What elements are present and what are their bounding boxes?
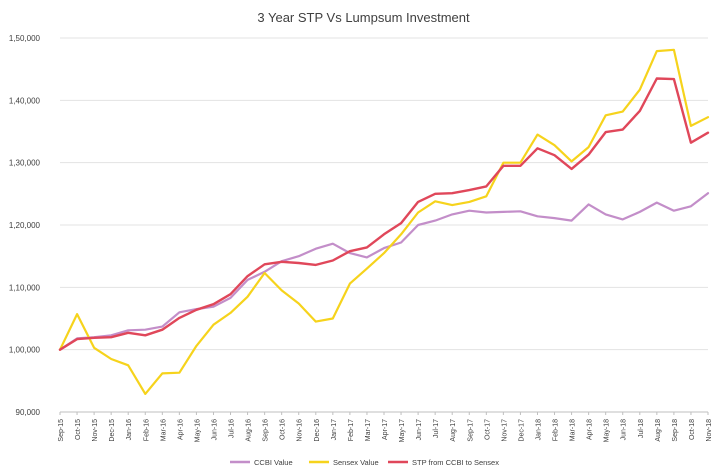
legend-label: CCBI Value [254, 458, 293, 467]
x-tick-label: Dec-16 [314, 419, 321, 442]
x-tick-label: Nov-16 [297, 419, 304, 442]
y-tick-label: 90,000 [16, 408, 41, 417]
x-tick-label: Sep-17 [467, 419, 474, 442]
x-tick-label: Oct-17 [484, 419, 491, 440]
x-tick-label: Jan-16 [126, 419, 133, 441]
x-tick-label: Nov-18 [706, 419, 713, 442]
x-tick-label: Jul-17 [433, 419, 440, 438]
x-tick-label: Mar-18 [570, 419, 577, 441]
x-tick-label: Sep-18 [672, 419, 679, 442]
x-tick-label: Oct-16 [280, 419, 287, 440]
x-tick-label: Apr-18 [587, 419, 594, 440]
x-tick-label: Jan-17 [331, 419, 338, 441]
x-tick-label: Feb-17 [348, 419, 355, 441]
x-tick-label: Jun-17 [416, 419, 423, 441]
x-tick-label: Aug-17 [450, 419, 457, 442]
legend: CCBI Value Sensex Value STP from CCBI to S… [230, 458, 499, 467]
series-line-ccbi-value [58, 192, 710, 351]
x-tick-label: Mar-17 [365, 419, 372, 441]
chart-title: 3 Year STP Vs Lumpsum Investment [257, 10, 470, 25]
y-tick-label: 1,10,000 [9, 283, 41, 292]
x-tick-label: Jan-18 [535, 419, 542, 441]
x-tick-label: Oct-18 [689, 419, 696, 440]
x-tick-label: May-16 [194, 419, 201, 442]
x-tick-label: Jul-18 [638, 419, 645, 438]
gridlines [60, 37, 708, 351]
x-tick-label: Nov-15 [92, 419, 99, 442]
y-axis-ticks: 90,000 1,00,000 1,10,000 1,20,000 1,30,000 1,… [9, 34, 41, 417]
series-line-sensex-value [58, 48, 710, 395]
x-tick-label: Jun-16 [211, 419, 218, 441]
x-tick-label: Feb-18 [553, 419, 560, 441]
x-tick-label: Jun-18 [621, 419, 628, 441]
x-tick-label: Feb-16 [143, 419, 150, 441]
y-tick-label: 1,40,000 [9, 96, 41, 105]
x-tick-label: Apr-17 [382, 419, 389, 440]
series-line-stp-from-ccbi-to-sensex [58, 77, 710, 351]
legend-label: STP from CCBI to Sensex [412, 458, 499, 467]
x-tick-label: Apr-16 [177, 419, 184, 440]
legend-label: Sensex Value [333, 458, 379, 467]
y-tick-label: 1,00,000 [9, 346, 41, 355]
x-tick-label: Aug-18 [655, 419, 662, 442]
x-tick-label: Sep-15 [58, 419, 65, 442]
x-tick-label: Sep-16 [263, 419, 270, 442]
x-tick-label: Dec-17 [518, 419, 525, 442]
x-tick-label: May-18 [604, 419, 611, 442]
x-tick-label: May-17 [399, 419, 406, 442]
x-tick-label: Oct-15 [75, 419, 82, 440]
x-axis-ticks: Sep-15 Oct-15 Nov-15 Dec-15 Jan-16 Feb-16 Mar-… [58, 412, 713, 442]
y-tick-label: 1,20,000 [9, 221, 41, 230]
x-tick-label: Mar-16 [160, 419, 167, 441]
x-tick-label: Jul-16 [229, 419, 236, 438]
x-tick-label: Aug-16 [246, 419, 253, 442]
x-tick-label: Dec-15 [109, 419, 116, 442]
y-tick-label: 1,50,000 [9, 34, 41, 43]
y-tick-label: 1,30,000 [9, 159, 41, 168]
x-tick-label: Nov-17 [501, 419, 508, 442]
series-lines [58, 48, 710, 395]
